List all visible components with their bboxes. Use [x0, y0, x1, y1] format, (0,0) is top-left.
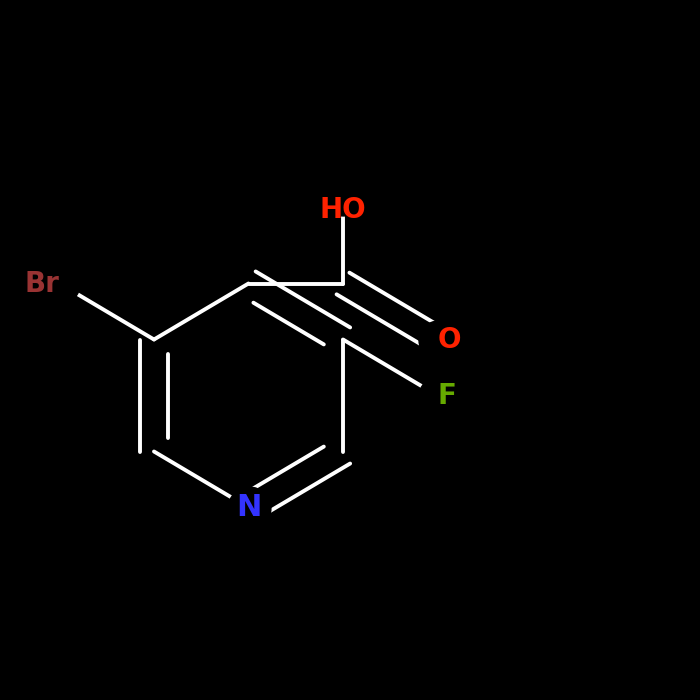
Text: O: O [438, 326, 461, 354]
Text: N: N [236, 493, 261, 522]
Text: Br: Br [25, 270, 60, 298]
Text: HO: HO [320, 196, 366, 224]
Text: F: F [438, 382, 456, 409]
